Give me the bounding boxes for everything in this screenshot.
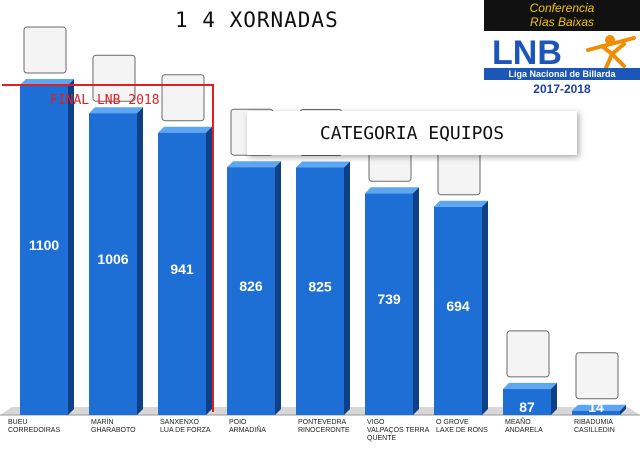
category-label-7-0: MEAÑO <box>505 417 531 426</box>
bar-side-0 <box>68 79 74 415</box>
bar-top-7 <box>503 382 557 389</box>
bar-side-4 <box>344 161 350 415</box>
category-label-3-1: ARMADIÑA <box>229 425 266 434</box>
andarela-logo <box>506 330 550 378</box>
brand-conference-label: Conferencia Rías Baixas <box>484 0 640 31</box>
category-label-8-1: CASILLEDIN <box>574 427 615 434</box>
bar-side-6 <box>482 200 488 415</box>
bar-top-3 <box>227 161 281 168</box>
value-label-5: 739 <box>377 291 401 307</box>
value-label-3: 826 <box>239 278 263 294</box>
category-label-7-1: ANDARELA <box>505 427 543 434</box>
bar-8 <box>572 410 620 415</box>
category-label-6-0: O GROVE <box>436 419 469 426</box>
gharaboto-logo <box>92 54 136 102</box>
category-label-1-0: MARÍN <box>91 417 114 426</box>
corredoiras-logo <box>23 26 67 74</box>
category-label-2-1: LUA DE FORZA <box>160 427 211 434</box>
casilledin-logo <box>575 352 619 400</box>
bar-7 <box>503 388 551 415</box>
lnb-logo-text: LNB <box>492 34 562 72</box>
bar-top-2 <box>158 126 212 133</box>
value-label-7: 87 <box>519 399 535 415</box>
bar-top-1 <box>89 107 143 114</box>
bar-4 <box>296 167 344 415</box>
bar-side-7 <box>551 382 557 415</box>
bar-5 <box>365 193 413 415</box>
bar-0 <box>20 85 68 415</box>
bar-1 <box>89 113 137 415</box>
bar-top-6 <box>434 200 488 207</box>
bar-side-1 <box>137 107 143 415</box>
value-label-1: 1006 <box>97 251 128 267</box>
value-label-0: 1100 <box>29 237 60 253</box>
page-title: 1 4 XORNADAS <box>175 8 339 32</box>
value-label-6: 694 <box>446 298 470 314</box>
category-label-3-0: POIO <box>229 419 247 426</box>
billarda-player-icon: LNB <box>492 34 636 72</box>
category-label-5-2: QUENTE <box>367 435 397 442</box>
bar-6 <box>434 206 482 415</box>
bar-top-5 <box>365 187 419 194</box>
category-label-5-1: VALPAÇOS TERRA <box>367 427 430 434</box>
value-label-4: 825 <box>308 278 332 294</box>
bar-side-8 <box>620 404 626 415</box>
lnb-logo: LNB <box>484 30 640 72</box>
category-label-2-0: SANXENXO <box>160 419 199 426</box>
category-label-0-1: CORREDOIRAS <box>8 427 60 434</box>
category-label-4-0: PONTEVEDRA <box>298 419 347 426</box>
bar-top-8 <box>572 404 626 411</box>
category-label: CATEGORIA EQUIPOS <box>319 123 505 144</box>
category-label-4-1: RINOCERONTE <box>298 427 350 434</box>
final-lnb-label: FINAL LNB 2018 <box>50 93 160 108</box>
bar-side-3 <box>275 161 281 415</box>
brand-logo-block: Conferencia Rías Baixas LNB Liga Naciona… <box>484 0 640 100</box>
final-lnb-highlight-box <box>2 84 214 412</box>
bar-side-2 <box>206 126 212 415</box>
category-label-6-1: LAXE DE RONS <box>436 427 488 434</box>
laxe-de-rons-logo <box>437 148 481 196</box>
category-label-8-0: RIBADUMIA <box>574 419 613 426</box>
brand-league-name: Liga Nacional de Billarda <box>484 68 640 80</box>
category-label-5-0: VIGO <box>367 419 385 426</box>
bar-side-5 <box>413 187 419 415</box>
category-label-1-1: GHARABOTO <box>91 427 136 434</box>
bar-3 <box>227 167 275 415</box>
bar-top-4 <box>296 161 350 168</box>
bar-2 <box>158 132 206 415</box>
value-label-8: 14 <box>588 399 604 415</box>
value-label-2: 941 <box>170 261 194 277</box>
category-label-0-0: BUEU <box>8 419 27 426</box>
lua-de-forza-logo <box>161 74 205 122</box>
brand-season: 2017-2018 <box>533 82 591 96</box>
category-box: CATEGORIA EQUIPOS <box>247 111 577 155</box>
bar-top-0 <box>20 79 74 85</box>
